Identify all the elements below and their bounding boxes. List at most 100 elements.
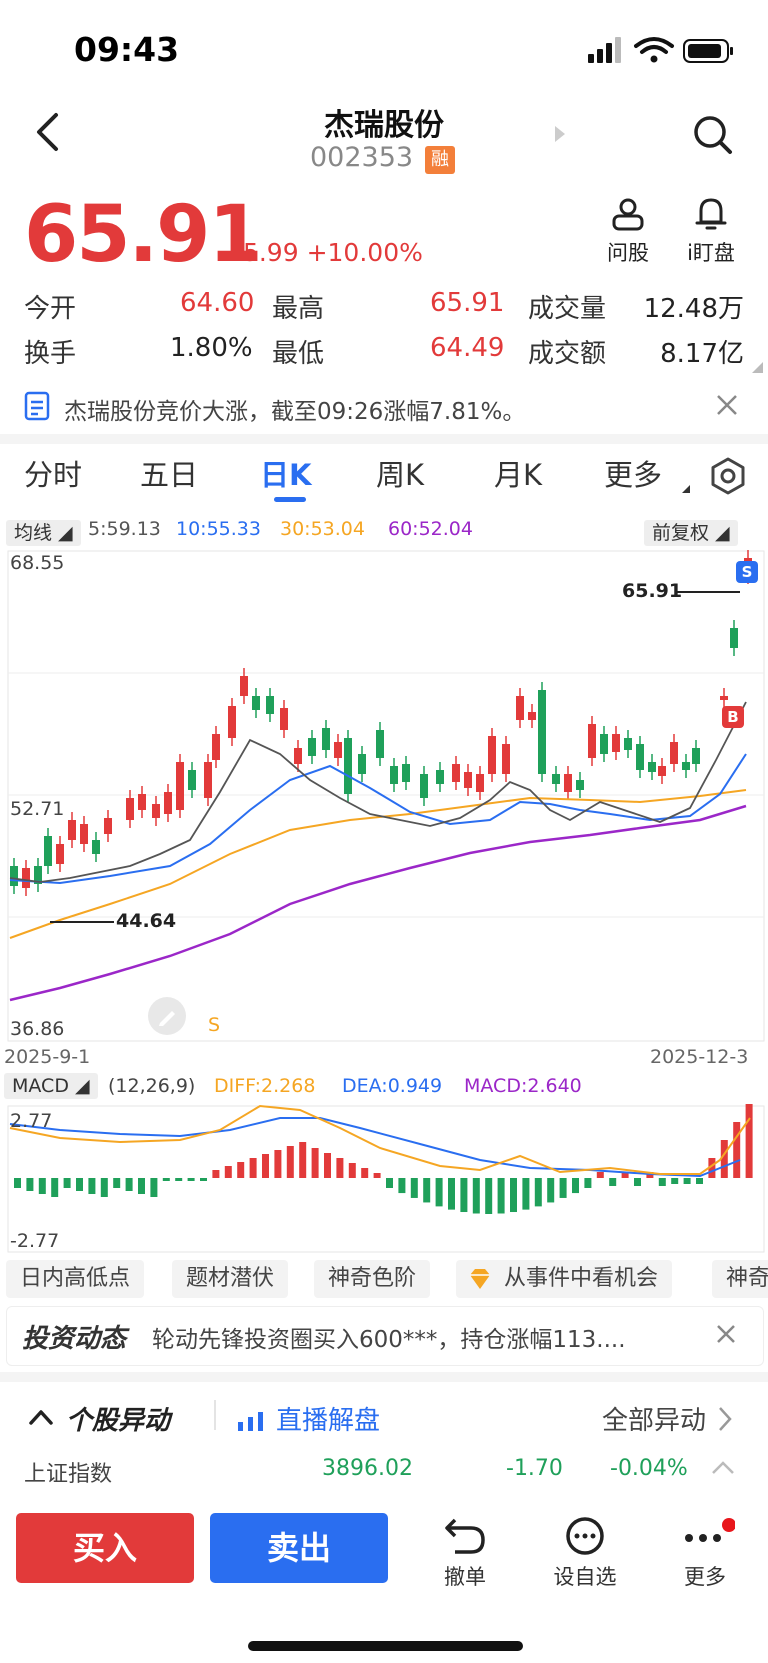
news-text: 轮动先锋投资圈买入600***，持仓涨幅113.... (152, 1327, 626, 1353)
draw-tool-icon[interactable] (148, 997, 186, 1035)
macd-bar (361, 1168, 369, 1178)
index-value: 3896.02 (322, 1456, 413, 1481)
current-price: 65.91 (24, 190, 263, 280)
macd-bar (88, 1178, 96, 1194)
live-link[interactable]: 直播解盘 (276, 1406, 381, 1436)
macd-bar (51, 1178, 59, 1197)
macd-bar (410, 1178, 418, 1198)
close-icon[interactable] (716, 394, 738, 420)
ma60-line (9, 804, 747, 1002)
search-icon[interactable] (692, 114, 734, 160)
change-percent: +10.00% (306, 238, 423, 267)
macd-bar (386, 1178, 393, 1188)
ma-selector[interactable]: 均线 ◢ (6, 518, 81, 546)
macd-bar (596, 1172, 604, 1178)
bell-icon (695, 198, 727, 230)
macd-y-top: 2.77 (10, 1110, 53, 1132)
macd-bar (671, 1178, 679, 1184)
macd-bar (423, 1178, 431, 1203)
low-price-marker: 44.64 (116, 910, 177, 932)
candle (452, 764, 460, 782)
macd-bar (311, 1148, 319, 1178)
candle (528, 712, 536, 720)
sell-signal-badge[interactable]: S (736, 561, 758, 583)
macd-bar (113, 1178, 121, 1188)
signal-icon (588, 37, 621, 63)
candle (420, 774, 428, 798)
news-bar[interactable] (6, 1306, 764, 1366)
candle (720, 696, 728, 700)
tab-more[interactable]: 更多 (604, 458, 663, 492)
macd-selector[interactable]: MACD ◢ (4, 1073, 98, 1099)
stat-high: 最高 (272, 294, 325, 324)
feature-magic[interactable]: 神奇 (712, 1260, 768, 1298)
macd-chart[interactable] (0, 1104, 768, 1258)
all-movements-link[interactable]: 全部异动 (602, 1406, 707, 1436)
ask-stock-button[interactable]: 问股 (596, 196, 660, 267)
sell-button[interactable]: 卖出 (210, 1513, 388, 1583)
buy-button[interactable]: 买入 (16, 1513, 194, 1583)
macd-bar (249, 1158, 257, 1178)
macd-bar (472, 1178, 480, 1214)
stock-name: 杰瑞股份 (324, 108, 444, 143)
ma10-value: 10:55.33 (176, 518, 261, 540)
back-icon[interactable] (34, 112, 60, 156)
ma30-value: 30:53.04 (280, 518, 365, 540)
index-expand-icon[interactable] (710, 1460, 736, 1480)
candle (188, 770, 196, 790)
news-close-icon[interactable] (716, 1324, 736, 1348)
watch-button[interactable]: i盯盘 (676, 196, 746, 267)
candle (138, 794, 146, 810)
cancel-order-button[interactable]: 撤单 (420, 1516, 510, 1591)
feature-event[interactable]: 从事件中看机会 (456, 1260, 673, 1298)
buy-signal-badge[interactable]: B (722, 706, 744, 728)
date-end: 2025-12-3 (650, 1046, 749, 1068)
more-button[interactable]: 更多 (660, 1516, 750, 1591)
add-watchlist-button[interactable]: 设自选 (540, 1516, 630, 1591)
adjust-selector[interactable]: 前复权 ◢ (644, 518, 738, 546)
macd-bar (510, 1178, 517, 1213)
feature-intraday-hl[interactable]: 日内高低点 (6, 1260, 145, 1298)
candle (464, 772, 472, 788)
tab-monthly-k[interactable]: 月K (494, 458, 543, 492)
candle (670, 742, 678, 764)
candle (344, 738, 352, 794)
candle (56, 844, 64, 864)
ma5-line (9, 701, 747, 883)
margin-badge: 融 (425, 146, 455, 174)
macd-bar (683, 1178, 691, 1184)
macd-bar (621, 1172, 629, 1178)
live-icon (238, 1412, 264, 1436)
index-name: 上证指数 (24, 1462, 113, 1487)
feature-theme[interactable]: 题材潜伏 (172, 1260, 289, 1298)
index-change: -1.70 (506, 1456, 563, 1481)
macd-bar (262, 1154, 269, 1178)
candle (436, 770, 444, 784)
settings-icon[interactable] (708, 456, 748, 500)
candle (476, 774, 484, 792)
candle (730, 628, 738, 648)
expand-corner-icon[interactable] (752, 362, 763, 373)
kline-chart[interactable] (0, 548, 768, 1052)
tab-weekly-k[interactable]: 周K (376, 458, 425, 492)
tab-5day[interactable]: 五日 (140, 458, 199, 492)
macd-bar (224, 1166, 232, 1178)
macd-bar (696, 1178, 703, 1184)
candle (204, 762, 212, 798)
collapse-icon[interactable] (28, 1408, 54, 1430)
stat-open: 今开 (24, 294, 77, 324)
candle (280, 708, 288, 730)
tab-intraday[interactable]: 分时 (24, 458, 83, 492)
macd-bar (336, 1158, 344, 1178)
status-icons (588, 34, 738, 70)
feature-color-scale[interactable]: 神奇色阶 (314, 1260, 431, 1298)
notice-text: 杰瑞股份竞价大涨，截至09:26涨幅7.81%。 (64, 399, 526, 425)
chevron-right-icon[interactable] (718, 1406, 732, 1436)
tab-daily-k[interactable]: 日K (260, 458, 312, 492)
macd-bar (572, 1178, 579, 1194)
candle (612, 734, 620, 752)
next-stock-icon[interactable] (555, 126, 565, 142)
macd-bar (187, 1178, 195, 1181)
macd-bar (38, 1178, 46, 1194)
index-pct: -0.04% (610, 1456, 688, 1481)
